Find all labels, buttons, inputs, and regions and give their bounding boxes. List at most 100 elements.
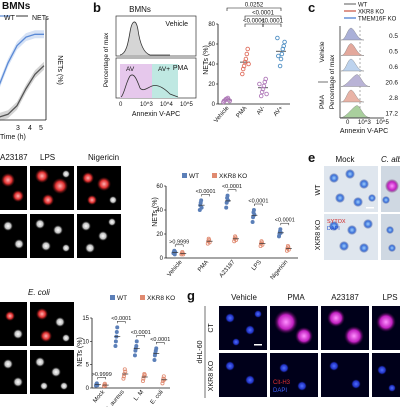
panel-d-point-ko-1-3 — [207, 237, 212, 242]
panel-f-pvalue-3: <0.0001 — [150, 337, 170, 343]
panel-d-legend-wt-swatch — [182, 173, 187, 178]
panel-g-scale-bar — [254, 344, 262, 346]
y-tick-label-4: 80 — [208, 22, 215, 28]
point-3-1 — [278, 56, 284, 62]
panel-f-point-wt-2-4 — [134, 339, 139, 344]
panel-d-y-tick-label-3: 60 — [156, 184, 163, 190]
panel-g-row-ko: XKR8 KO — [208, 360, 215, 391]
panel-f-point-wt-1-1 — [113, 339, 118, 344]
panel-f-pvalue-1: <0.0001 — [111, 316, 131, 322]
legend-label-2: TMEM16F KO — [358, 17, 397, 23]
panel-d-legend-ko: XKR8 KO — [219, 173, 247, 180]
point-3-5 — [282, 39, 287, 45]
micrograph-f-cells — [3, 308, 70, 390]
panel-e-col-mock: Mock — [335, 155, 355, 164]
point-1-5 — [244, 51, 250, 57]
pvalue-3: <0.0001 — [252, 11, 275, 17]
panel-f-ylabel: NETs (%) — [77, 337, 84, 367]
panel-c-label: c — [308, 0, 315, 15]
panel-e-col-calbicans: C. albicans — [381, 155, 400, 164]
panel-c-xlabel: Annexin V-APC — [340, 128, 388, 135]
micrograph-f-2-1 — [0, 350, 27, 394]
panel-d-bracket-2 — [227, 189, 237, 192]
panel-c-tick-1: 10^3 — [358, 120, 371, 126]
panel-b-dot-ylabel: NETs (%) — [203, 45, 210, 75]
panel-f-y-tick-label-1: 5 — [86, 363, 90, 369]
panel-c-tick-0: 0 — [346, 120, 350, 126]
panel-f-point-wt-0-3 — [95, 383, 100, 388]
panel-d-point-wt-3-4 — [252, 212, 257, 217]
micrograph-d-2-1 — [0, 214, 27, 258]
panel-f-y-tick-label-0: 0 — [86, 386, 90, 392]
point-3-2 — [279, 51, 285, 57]
tick-4: 4 — [28, 125, 32, 132]
panel-d-category-label-4: Nigericin — [270, 259, 290, 281]
panel-f-point-ko-1-3 — [122, 367, 127, 372]
panel-d-y-tick-label-0: 0 — [160, 256, 164, 262]
panel-f-pvalue-2: <0.0001 — [131, 330, 151, 336]
panel-f-y-tick-label-3: 15 — [82, 316, 89, 322]
panel-d-dot-plot: WT XKR8 KO 0 20 40 60 Vehicle >0.9999 PMA <0.0001… — [156, 173, 298, 281]
panel-d-point-wt-1-3 — [199, 198, 204, 203]
panel-e: e Mock C. albicans WT XKR8 KO SYTOX DAPI — [308, 150, 400, 260]
panel-g-row-ct: CT — [208, 323, 215, 333]
bracket-0 — [226, 7, 282, 11]
tick-5: 5 — [39, 125, 43, 132]
micrograph-d-cells — [1, 169, 117, 253]
point-3-6 — [275, 35, 280, 41]
panel-d-pvalue-0: >0.9999 — [169, 239, 189, 245]
pvalue-0: 0.0252 — [245, 3, 264, 9]
panel-d-point-wt-2-4 — [225, 198, 230, 203]
panel-e-stain-dapi: DAPI — [327, 226, 340, 232]
panel-d-point-wt-3-0 — [250, 219, 255, 224]
panel-f-pvalue-0: >0.9999 — [92, 372, 112, 378]
panel-g-col-pma: PMA — [287, 293, 305, 302]
ridge-curve-0 — [340, 27, 365, 41]
legend-nets-label: NETs — [32, 15, 49, 22]
panel-d-point-ko-3-3 — [259, 240, 264, 245]
y-tick-label-2: 40 — [208, 62, 215, 68]
panel-d-point-ko-3-4 — [260, 242, 265, 247]
panel-d-category-label-0: Vehicle — [167, 259, 184, 278]
panel-f-point-ko-0-3 — [103, 383, 108, 388]
legend-label-0: WT — [358, 3, 368, 9]
hist-vehicle-curve — [119, 21, 170, 56]
hist-tick-2: 10^4 — [160, 102, 173, 108]
hist-vehicle-box — [115, 15, 197, 57]
panel-f-category-label-2: L. M — [133, 389, 145, 402]
point-2-0 — [258, 93, 264, 99]
panel-f-legend-wt-swatch — [110, 295, 115, 300]
hist-tick-0: 0 — [119, 102, 123, 108]
panel-b-hist-ylabel: Percentage of max — [103, 32, 110, 87]
ridge-curve-2 — [340, 58, 365, 72]
panel-f-point-wt-1-3 — [114, 329, 119, 334]
micrograph-g-cells — [225, 309, 396, 392]
panel-f-point-ko-3-2 — [161, 376, 166, 381]
ridge-curve-1 — [340, 43, 365, 56]
panel-f-dot-plot: WT XKR8 KO 0 5 10 15 Mock >0.9999 S. aureus <0.00… — [82, 295, 175, 407]
legend-label-1: XKR8 KO — [358, 10, 384, 16]
ridge-curve-4 — [340, 89, 365, 103]
hist-vehicle-label: Vehicle — [165, 21, 188, 28]
panel-g-stain-cith3: Cit-H3 — [273, 380, 291, 386]
hist-pma-curve — [120, 74, 179, 98]
y-tick-label-1: 20 — [208, 82, 215, 88]
panel-f-bracket-3 — [156, 342, 165, 345]
panel-c-vehicle-label: Vehicle — [319, 41, 326, 62]
panel-d-bracket-0 — [174, 244, 184, 247]
panel-d-pvalue-2: <0.0001 — [222, 184, 242, 190]
panel-g-stain-dapi: DAPI — [273, 388, 287, 394]
col-label-lps: LPS — [40, 153, 55, 162]
point-0-7 — [227, 98, 232, 104]
gate-av-label: AV — [126, 66, 135, 73]
panel-f-bracket-0 — [97, 377, 106, 380]
panel-d-category-label-3: LPS — [251, 259, 263, 272]
panel-f-point-wt-3-4 — [154, 346, 159, 351]
point-2-6 — [264, 91, 269, 97]
panel-d-point-wt-4-3 — [278, 227, 283, 232]
panel-f-legend-wt: WT — [117, 295, 127, 302]
ridge-value-3: 20.6 — [385, 80, 398, 87]
ridge-value-4: 2.8 — [389, 95, 398, 102]
